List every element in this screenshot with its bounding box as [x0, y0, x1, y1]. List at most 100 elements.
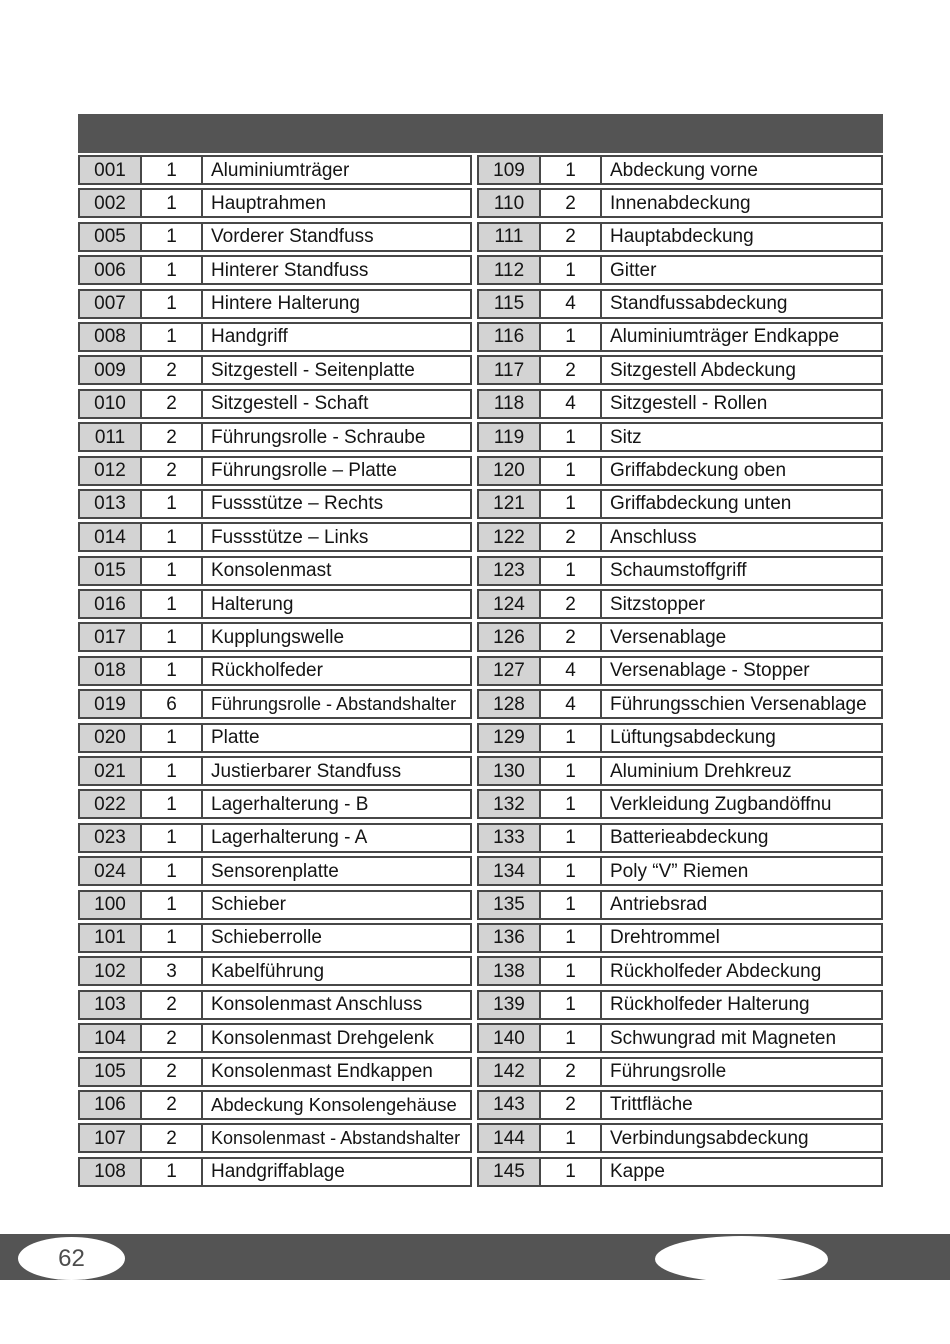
- page-number-badge: 62: [18, 1237, 125, 1280]
- description-cell: Versenablage - Stopper: [610, 660, 810, 682]
- part-number-cell: 002: [80, 190, 142, 217]
- footer-ellipse-decoration: [655, 1236, 828, 1282]
- quantity-cell: 1: [541, 424, 602, 451]
- quantity-cell: 1: [142, 524, 203, 551]
- description-cell: Trittfläche: [610, 1094, 693, 1116]
- description-cell: Lagerhalterung - B: [211, 793, 369, 815]
- description-cell: Sitzstopper: [610, 593, 706, 615]
- part-number-cell: 021: [80, 758, 142, 785]
- part-number-cell: 144: [479, 1125, 541, 1152]
- description-cell: Sitzgestell - Rollen: [610, 393, 768, 415]
- table-row: 134 1 Poly “V” Riemen: [477, 856, 883, 887]
- quantity-cell: 2: [142, 1091, 203, 1118]
- part-number-cell: 139: [479, 991, 541, 1018]
- table-row: 007 1 Hintere Halterung: [78, 288, 472, 319]
- quantity-cell: 2: [142, 991, 203, 1018]
- description-cell: Abdeckung vorne: [610, 159, 758, 181]
- quantity-cell: 1: [142, 724, 203, 751]
- parts-table-left: 001 1 Aluminiumträger 002 1 Hauptrahmen …: [78, 155, 472, 1190]
- part-number-cell: 107: [80, 1125, 142, 1152]
- quantity-cell: 2: [142, 1025, 203, 1052]
- part-number-cell: 103: [80, 991, 142, 1018]
- quantity-cell: 1: [142, 257, 203, 284]
- table-row: 145 1 Kappe: [477, 1156, 883, 1187]
- table-row: 010 2 Sitzgestell - Schaft: [78, 388, 472, 419]
- description-cell: Rückholfeder Halterung: [610, 994, 810, 1016]
- table-row: 121 1 Griffabdeckung unten: [477, 488, 883, 519]
- quantity-cell: 1: [541, 791, 602, 818]
- table-row: 105 2 Konsolenmast Endkappen: [78, 1056, 472, 1087]
- part-number-cell: 101: [80, 924, 142, 951]
- table-row: 104 2 Konsolenmast Drehgelenk: [78, 1023, 472, 1054]
- part-number-cell: 105: [80, 1058, 142, 1085]
- part-number-cell: 127: [479, 657, 541, 684]
- table-row: 120 1 Griffabdeckung oben: [477, 455, 883, 486]
- part-number-cell: 120: [479, 457, 541, 484]
- description-cell: Vorderer Standfuss: [211, 226, 374, 248]
- quantity-cell: 2: [541, 524, 602, 551]
- description-cell: Versenablage: [610, 626, 727, 648]
- quantity-cell: 2: [541, 1058, 602, 1085]
- quantity-cell: 4: [541, 657, 602, 684]
- description-cell: Handgriff: [211, 326, 288, 348]
- description-cell: Verbindungsabdeckung: [610, 1127, 809, 1149]
- table-row: 123 1 Schaumstoffgriff: [477, 555, 883, 586]
- quantity-cell: 1: [142, 490, 203, 517]
- quantity-cell: 2: [142, 457, 203, 484]
- part-number-cell: 132: [479, 791, 541, 818]
- description-cell: Griffabdeckung unten: [610, 493, 792, 515]
- quantity-cell: 1: [142, 190, 203, 217]
- part-number-cell: 007: [80, 290, 142, 317]
- part-number-cell: 005: [80, 223, 142, 250]
- description-cell: Hinterer Standfuss: [211, 259, 369, 281]
- description-cell: Sitzgestell Abdeckung: [610, 359, 796, 381]
- part-number-cell: 140: [479, 1025, 541, 1052]
- table-row: 127 4 Versenablage - Stopper: [477, 655, 883, 686]
- description-cell: Konsolenmast: [211, 560, 332, 582]
- description-cell: Sitzgestell - Schaft: [211, 393, 369, 415]
- table-row: 108 1 Handgriffablage: [78, 1156, 472, 1187]
- description-cell: Führungsschien Versenablage: [610, 693, 867, 715]
- part-number-cell: 001: [80, 157, 142, 183]
- quantity-cell: 6: [142, 691, 203, 718]
- quantity-cell: 1: [541, 1025, 602, 1052]
- part-number-cell: 106: [80, 1091, 142, 1118]
- part-number-cell: 117: [479, 357, 541, 384]
- description-cell: Antriebsrad: [610, 894, 708, 916]
- quantity-cell: 1: [142, 657, 203, 684]
- part-number-cell: 135: [479, 891, 541, 918]
- table-row: 018 1 Rückholfeder: [78, 655, 472, 686]
- table-row: 116 1 Aluminiumträger Endkappe: [477, 321, 883, 352]
- quantity-cell: 1: [142, 791, 203, 818]
- quantity-cell: 3: [142, 958, 203, 985]
- table-row: 128 4 Führungsschien Versenablage: [477, 689, 883, 720]
- table-row: 130 1 Aluminium Drehkreuz: [477, 756, 883, 787]
- part-number-cell: 010: [80, 390, 142, 417]
- quantity-cell: 1: [541, 891, 602, 918]
- part-number-cell: 009: [80, 357, 142, 384]
- table-row: 006 1 Hinterer Standfuss: [78, 255, 472, 286]
- description-cell: Schaumstoffgriff: [610, 560, 747, 582]
- description-cell: Verkleidung Zugbandöffnu: [610, 793, 832, 815]
- description-cell: Konsolenmast Drehgelenk: [211, 1027, 434, 1049]
- description-cell: Aluminiumträger: [211, 159, 350, 181]
- part-number-cell: 112: [479, 257, 541, 284]
- quantity-cell: 2: [541, 223, 602, 250]
- quantity-cell: 1: [142, 891, 203, 918]
- table-row: 102 3 Kabelführung: [78, 956, 472, 987]
- description-cell: Lüftungsabdeckung: [610, 727, 776, 749]
- description-cell: Führungsrolle - Abstandshalter: [211, 694, 457, 715]
- quantity-cell: 2: [541, 624, 602, 651]
- table-row: 013 1 Fussstütze – Rechts: [78, 488, 472, 519]
- quantity-cell: 4: [541, 390, 602, 417]
- part-number-cell: 123: [479, 557, 541, 584]
- description-cell: Drehtrommel: [610, 927, 720, 949]
- part-number-cell: 014: [80, 524, 142, 551]
- table-row: 143 2 Trittfläche: [477, 1089, 883, 1120]
- description-cell: Lagerhalterung - A: [211, 827, 368, 849]
- description-cell: Standfussabdeckung: [610, 293, 788, 315]
- table-row: 001 1 Aluminiumträger: [78, 155, 472, 185]
- quantity-cell: 1: [541, 724, 602, 751]
- part-number-cell: 008: [80, 323, 142, 350]
- part-number-cell: 023: [80, 824, 142, 851]
